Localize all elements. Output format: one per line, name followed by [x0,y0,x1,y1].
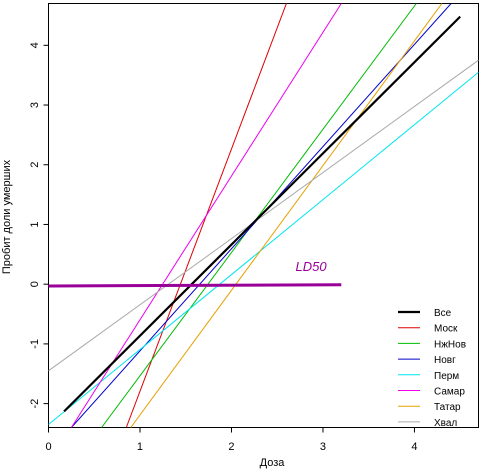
x-tick-label: 0 [45,441,51,453]
series-line [70,3,342,428]
y-tick-label: 1 [29,221,41,227]
y-axis-label: Пробит доли умерших [1,159,13,274]
series-line [101,3,417,428]
y-tick-label: -1 [29,339,41,349]
y-tick-label: 3 [29,102,41,108]
x-tick-label: 1 [137,441,143,453]
series-line [48,71,479,425]
series-line [63,15,461,413]
series-layer [48,3,479,428]
axis-layer: 0 1 2 3 4 -2 -1 0 1 2 3 4 [29,42,418,453]
y-tick-label: 2 [29,162,41,168]
legend-label: Татар [434,402,461,413]
series-line [48,59,479,372]
x-axis-label: Доза [260,457,286,469]
x-tick-label: 2 [228,441,234,453]
x-tick-label: 4 [411,441,417,453]
legend-label: Перм [434,371,459,382]
legend-label: Новг [434,355,456,366]
legend-label: НжНов [434,339,466,350]
legend-label: Самар [434,387,465,398]
plot-frame [48,3,479,428]
ld50-annotation: LD50 [296,259,328,274]
legend-label: Все [434,308,452,319]
ld50-line [48,283,342,288]
legend: Все Моск НжНов Новг Перм Самар Татар Хвал [398,308,466,429]
legend-label: Моск [434,324,458,335]
series-line [130,3,443,428]
x-tick-label: 3 [320,441,326,453]
y-tick-label: 4 [29,42,41,48]
y-tick-label: 0 [29,281,41,287]
legend-label: Хвал [434,418,457,429]
y-tick-label: -2 [29,399,41,409]
